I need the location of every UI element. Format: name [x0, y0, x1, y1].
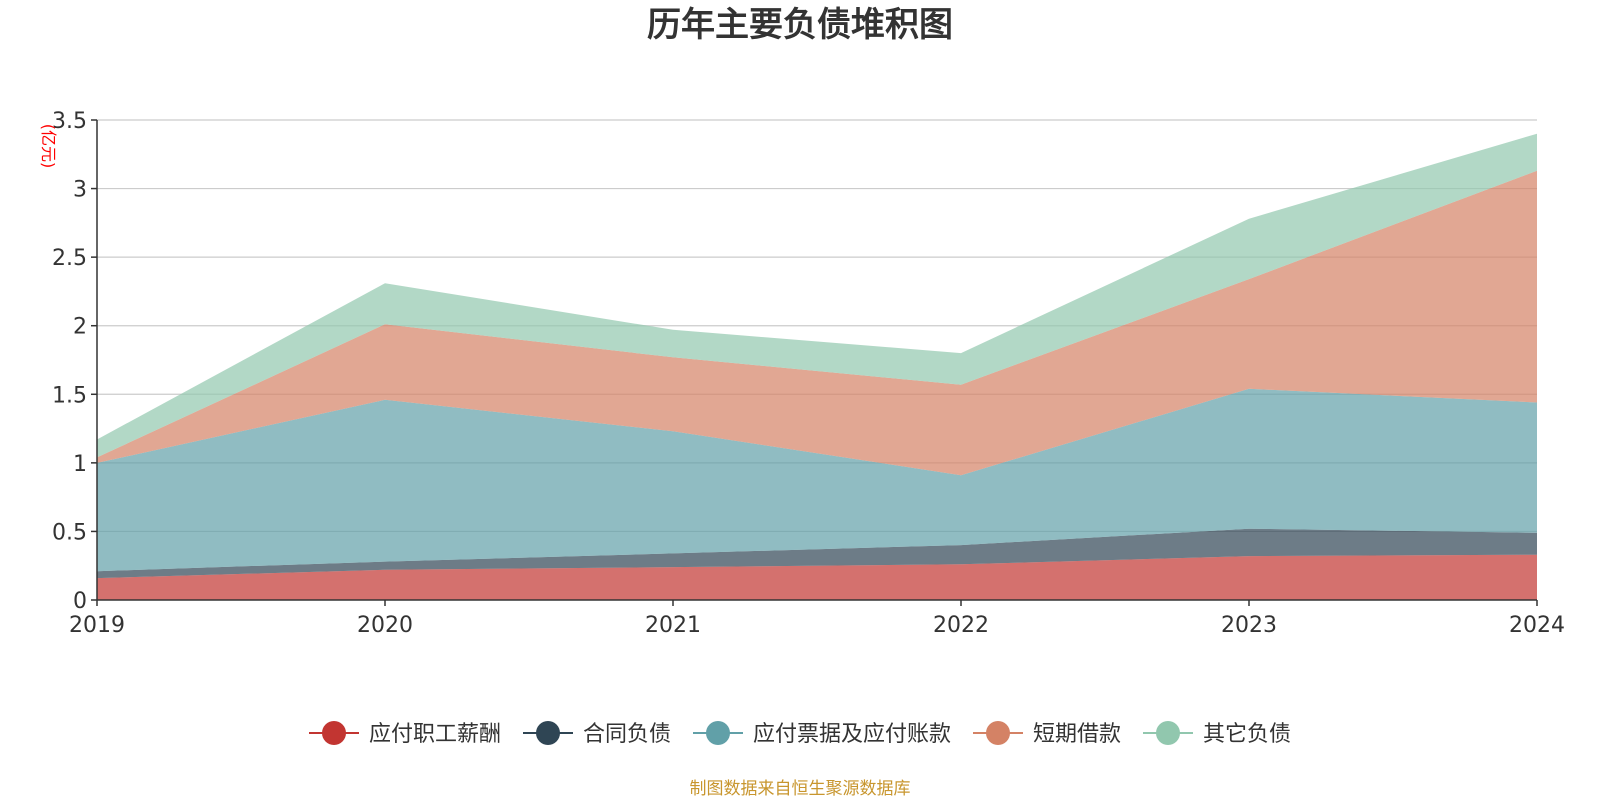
legend-swatch-marker	[536, 721, 560, 745]
area-series-3	[97, 388, 1537, 572]
x-tick-label: 2023	[1221, 613, 1277, 638]
legend-label: 其它负债	[1203, 722, 1291, 747]
y-tick-label: 1	[73, 452, 87, 477]
legend-swatch-marker	[706, 721, 730, 745]
y-tick-label: 2.5	[52, 246, 87, 271]
legend-label: 应付票据及应付账款	[753, 722, 951, 747]
x-tick-label: 2024	[1509, 613, 1565, 638]
legend-label: 应付职工薪酬	[369, 722, 501, 747]
area-series-4	[97, 170, 1537, 476]
legend-item-4[interactable]: 短期借款	[973, 721, 1121, 747]
legend-item-1[interactable]: 应付职工薪酬	[309, 721, 501, 747]
area-series-1	[97, 554, 1537, 600]
legend-swatch-marker	[1156, 721, 1180, 745]
legend: 应付职工薪酬 合同负债 应付票据及应付账款 短期借款 其它负债	[309, 721, 1291, 747]
area-series-2	[97, 528, 1537, 579]
legend-item-5[interactable]: 其它负债	[1143, 721, 1291, 747]
y-axis-unit-label: (亿元)	[39, 124, 58, 169]
y-tick-label: 3	[73, 178, 87, 203]
y-tick-label: 0.5	[52, 520, 87, 545]
chart-title: 历年主要负债堆积图	[647, 5, 953, 45]
legend-item-2[interactable]: 合同负债	[523, 721, 671, 747]
axes: 0 0.5 1 1.5 2 2.5 3 3.5 2019 2020 2021 2022 2023 2024	[52, 109, 1565, 638]
x-tick-label: 2020	[357, 613, 413, 638]
legend-label: 短期借款	[1033, 722, 1121, 747]
data-source-note: 制图数据来自恒生聚源数据库	[690, 779, 911, 799]
x-tick-label: 2019	[69, 613, 125, 638]
stacked-areas	[97, 133, 1537, 600]
legend-label: 合同负债	[583, 722, 671, 747]
legend-swatch-marker	[322, 721, 346, 745]
y-tick-label: 1.5	[52, 383, 87, 408]
y-tick-label: 3.5	[52, 109, 87, 134]
y-tick-label: 0	[73, 589, 87, 614]
x-tick-label: 2021	[645, 613, 701, 638]
y-tick-label: 2	[73, 315, 87, 340]
legend-item-3[interactable]: 应付票据及应付账款	[693, 721, 951, 747]
x-tick-label: 2022	[933, 613, 989, 638]
area-series-5	[97, 133, 1537, 458]
legend-swatch-marker	[986, 721, 1010, 745]
